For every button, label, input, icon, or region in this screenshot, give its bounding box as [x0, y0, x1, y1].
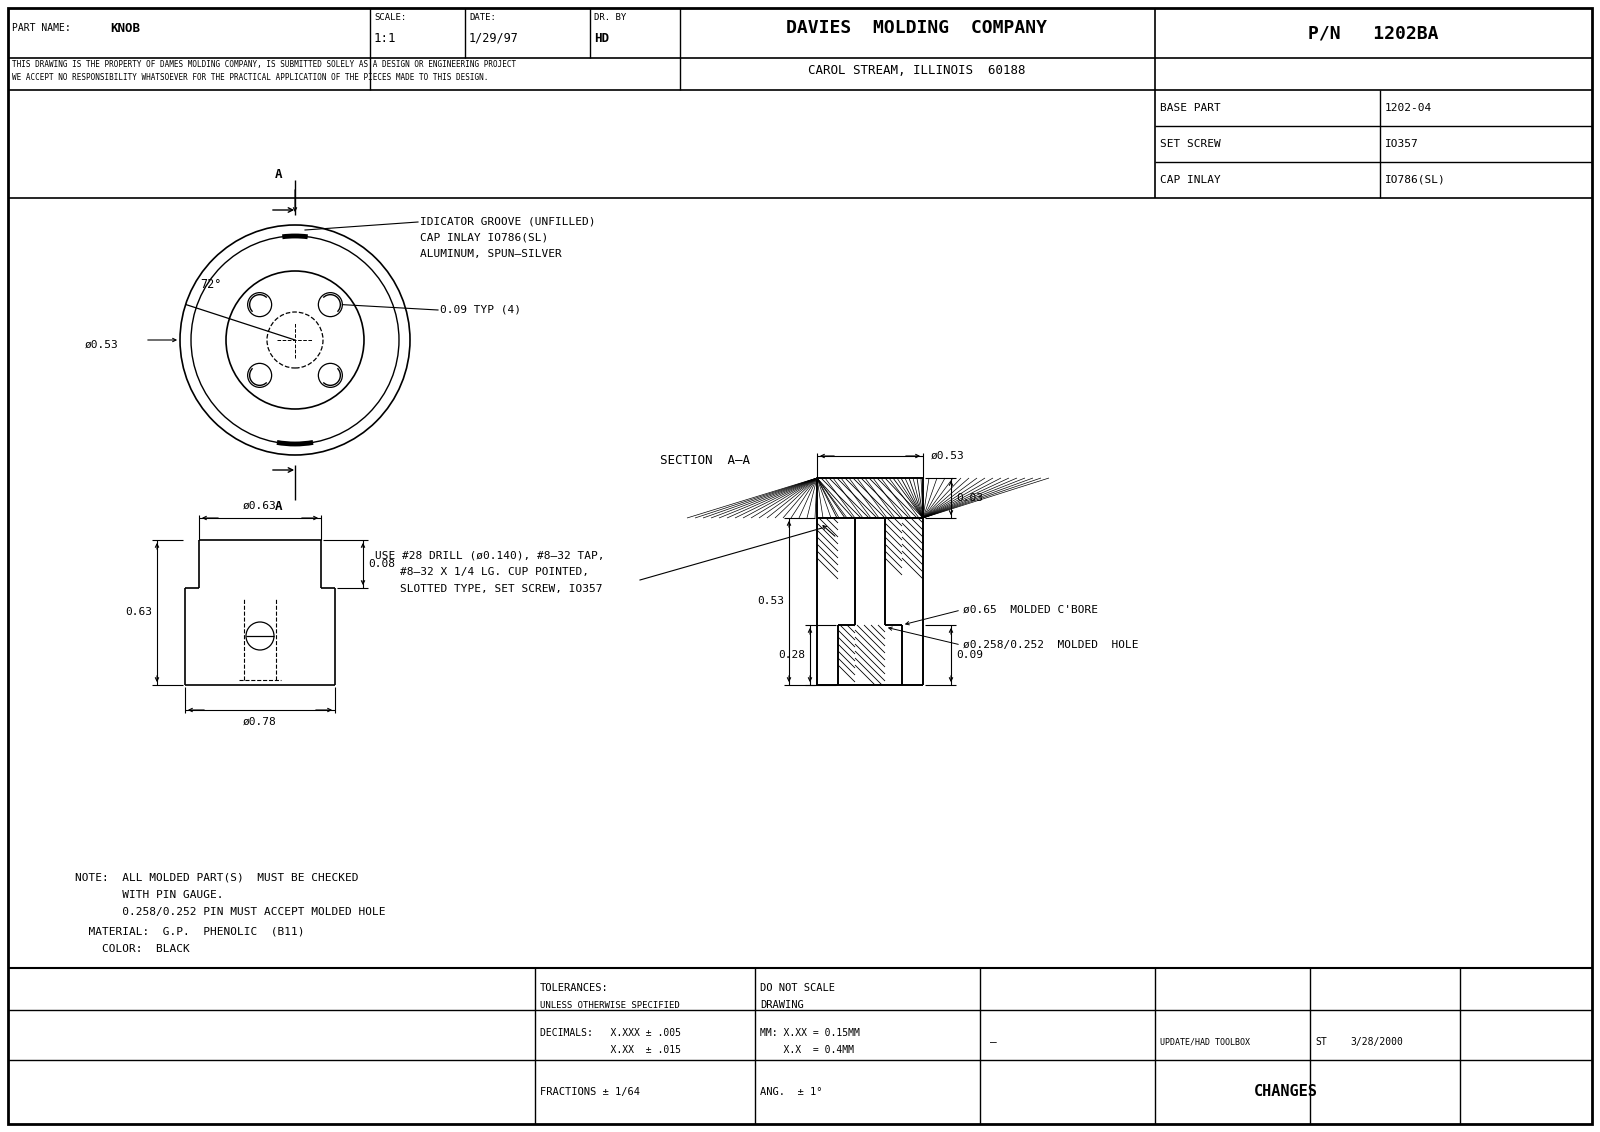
- Text: ø0.53: ø0.53: [931, 451, 965, 461]
- Text: WITH PIN GAUGE.: WITH PIN GAUGE.: [75, 890, 224, 900]
- Text: 0.08: 0.08: [368, 559, 395, 569]
- Text: 0.258/0.252 PIN MUST ACCEPT MOLDED HOLE: 0.258/0.252 PIN MUST ACCEPT MOLDED HOLE: [75, 907, 386, 917]
- Text: DAVIES  MOLDING  COMPANY: DAVIES MOLDING COMPANY: [787, 19, 1048, 37]
- Text: NOTE:  ALL MOLDED PART(S)  MUST BE CHECKED: NOTE: ALL MOLDED PART(S) MUST BE CHECKED: [75, 873, 358, 883]
- Text: 0.09: 0.09: [957, 650, 982, 660]
- Text: COLOR:  BLACK: COLOR: BLACK: [75, 944, 190, 954]
- Text: 72°: 72°: [200, 278, 221, 292]
- Text: PART NAME:: PART NAME:: [13, 23, 70, 33]
- Text: MATERIAL:  G.P.  PHENOLIC  (B11): MATERIAL: G.P. PHENOLIC (B11): [75, 927, 304, 937]
- Text: 1:1: 1:1: [374, 32, 397, 44]
- Text: CHANGES: CHANGES: [1254, 1084, 1318, 1099]
- Text: P/N   1202BA: P/N 1202BA: [1307, 24, 1438, 42]
- Text: SCALE:: SCALE:: [374, 14, 406, 23]
- Text: ANG.  ± 1°: ANG. ± 1°: [760, 1087, 822, 1097]
- Text: A: A: [275, 500, 283, 514]
- Text: 1/29/97: 1/29/97: [469, 32, 518, 44]
- Text: 0.03: 0.03: [957, 494, 982, 503]
- Bar: [885, 518, 902, 625]
- Text: DATE:: DATE:: [469, 14, 496, 23]
- Text: THIS DRAWING IS THE PROPERTY OF DAMES MOLDING COMPANY, IS SUBMITTED SOLELY AS A : THIS DRAWING IS THE PROPERTY OF DAMES MO…: [13, 60, 517, 69]
- Bar: [854, 625, 885, 685]
- Text: DR. BY: DR. BY: [594, 14, 626, 23]
- Text: FRACTIONS ± 1/64: FRACTIONS ± 1/64: [541, 1087, 640, 1097]
- Text: X.XX  ± .015: X.XX ± .015: [541, 1045, 682, 1055]
- Text: MM: X.XX = 0.15MM: MM: X.XX = 0.15MM: [760, 1028, 859, 1038]
- Bar: [818, 478, 923, 518]
- Text: IO786(SL): IO786(SL): [1386, 175, 1446, 185]
- Text: DECIMALS:   X.XXX ± .005: DECIMALS: X.XXX ± .005: [541, 1028, 682, 1038]
- Text: IDICATOR GROOVE (UNFILLED): IDICATOR GROOVE (UNFILLED): [419, 217, 595, 228]
- Text: CAROL STREAM, ILLINOIS  60188: CAROL STREAM, ILLINOIS 60188: [808, 63, 1026, 77]
- Bar: [818, 518, 838, 685]
- Text: TOLERANCES:: TOLERANCES:: [541, 983, 608, 993]
- Text: IO357: IO357: [1386, 139, 1419, 149]
- Text: ø0.65  MOLDED C'BORE: ø0.65 MOLDED C'BORE: [963, 604, 1098, 615]
- Text: –: –: [990, 1037, 997, 1047]
- Text: UNLESS OTHERWISE SPECIFIED: UNLESS OTHERWISE SPECIFIED: [541, 1001, 680, 1010]
- Text: 1202-04: 1202-04: [1386, 103, 1432, 113]
- Text: 0.09 TYP (4): 0.09 TYP (4): [440, 305, 522, 315]
- Text: #8–32 X 1/4 LG. CUP POINTED,: #8–32 X 1/4 LG. CUP POINTED,: [400, 567, 589, 577]
- Text: KNOB: KNOB: [110, 22, 141, 34]
- Text: 0.63: 0.63: [125, 607, 152, 617]
- Text: A: A: [275, 169, 283, 181]
- Text: 3/28/2000: 3/28/2000: [1350, 1037, 1403, 1047]
- Text: UPDATE/HAD TOOLBOX: UPDATE/HAD TOOLBOX: [1160, 1038, 1250, 1046]
- Text: ST: ST: [1315, 1037, 1326, 1047]
- Text: ø0.63: ø0.63: [243, 501, 277, 511]
- Text: 0.28: 0.28: [778, 650, 805, 660]
- Text: ø0.53: ø0.53: [85, 340, 118, 350]
- Text: DRAWING: DRAWING: [760, 1000, 803, 1010]
- Text: ALUMINUM, SPUN–SILVER: ALUMINUM, SPUN–SILVER: [419, 249, 562, 259]
- Text: CAP INLAY: CAP INLAY: [1160, 175, 1221, 185]
- Bar: [838, 625, 854, 685]
- Text: SLOTTED TYPE, SET SCREW, IO357: SLOTTED TYPE, SET SCREW, IO357: [400, 584, 603, 594]
- Bar: [902, 518, 923, 685]
- Text: SET SCREW: SET SCREW: [1160, 139, 1221, 149]
- Text: WE ACCEPT NO RESPONSIBILITY WHATSOEVER FOR THE PRACTICAL APPLICATION OF THE PIEC: WE ACCEPT NO RESPONSIBILITY WHATSOEVER F…: [13, 72, 488, 82]
- Text: X.X  = 0.4MM: X.X = 0.4MM: [760, 1045, 854, 1055]
- Text: USE #28 DRILL (ø0.140), #8–32 TAP,: USE #28 DRILL (ø0.140), #8–32 TAP,: [374, 550, 605, 560]
- Text: CAP INLAY IO786(SL): CAP INLAY IO786(SL): [419, 233, 549, 243]
- Text: BASE PART: BASE PART: [1160, 103, 1221, 113]
- Text: SECTION  A–A: SECTION A–A: [661, 454, 750, 466]
- Text: 0.53: 0.53: [757, 597, 784, 606]
- Text: HD: HD: [594, 32, 610, 44]
- Text: ø0.78: ø0.78: [243, 717, 277, 727]
- Text: DO NOT SCALE: DO NOT SCALE: [760, 983, 835, 993]
- Text: ø0.258/0.252  MOLDED  HOLE: ø0.258/0.252 MOLDED HOLE: [963, 640, 1139, 650]
